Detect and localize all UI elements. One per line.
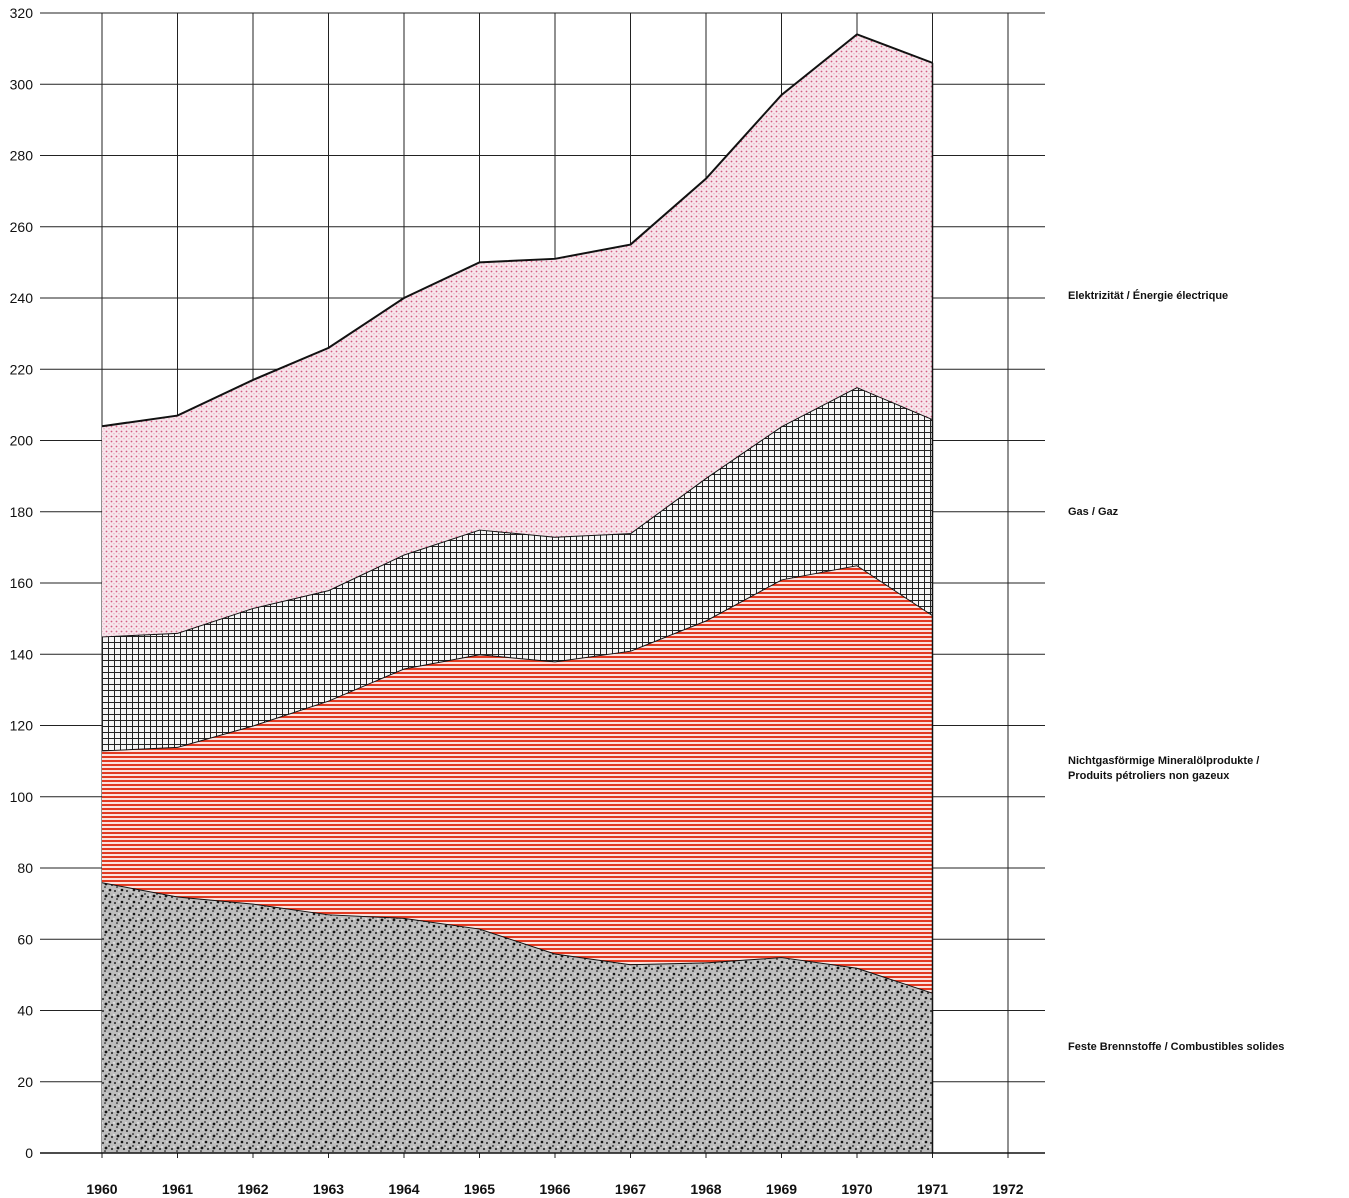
area-series-3 (102, 34, 933, 637)
x-tick-label: 1967 (615, 1181, 646, 1197)
legend-label-line: Gas / Gaz (1068, 506, 1119, 518)
x-tick-label: 1964 (388, 1181, 419, 1197)
y-tick-label: 220 (10, 361, 34, 377)
x-tick-label: 1971 (917, 1181, 948, 1197)
area-series-2 (102, 387, 933, 751)
y-tick-label: 160 (10, 575, 34, 591)
legend-label-solid-fuels: Feste Brennstoffe / Combustibles solides (1068, 1040, 1284, 1055)
y-tick-label: 40 (17, 1003, 33, 1019)
y-tick-label: 0 (25, 1145, 33, 1161)
y-tick-label: 100 (10, 789, 34, 805)
axes: 0 20 40 60 80 100 120 140 160 180 200 220 240 260 280 3… (10, 5, 1045, 1197)
legend-label-line: Produits pétroliers non gazeux (1068, 770, 1230, 782)
x-tick-label: 1968 (690, 1181, 721, 1197)
y-tick-label: 140 (10, 646, 34, 662)
y-tick-label: 120 (10, 718, 34, 734)
x-tick-label: 1969 (766, 1181, 797, 1197)
legend-label-line: Feste Brennstoffe / Combustibles solides (1068, 1041, 1285, 1053)
area-series-0 (102, 882, 933, 1153)
y-tick-label: 240 (10, 290, 34, 306)
legend-label-gas: Gas / Gaz (1068, 505, 1118, 520)
series-boundary-line-2 (101, 385, 933, 638)
y-tick-label: 320 (10, 5, 34, 21)
series-boundary-line-3 (101, 33, 933, 428)
x-tick-label: 1966 (539, 1181, 570, 1197)
y-tick-label: 300 (10, 76, 34, 92)
y-tick-label: 180 (10, 504, 34, 520)
y-tick-label: 260 (10, 219, 34, 235)
area-layers (101, 33, 934, 1153)
y-tick-label: 200 (10, 433, 34, 449)
x-tick-label: 1962 (237, 1181, 268, 1197)
legend-label-electricity: Elektrizität / Énergie électrique (1068, 289, 1228, 304)
legend-label-petroleum-products: Nichtgasförmige Mineralölprodukte / Produ… (1068, 754, 1259, 784)
x-tick-label: 1960 (86, 1181, 117, 1197)
x-tick-label: 1963 (313, 1181, 344, 1197)
y-tick-label: 280 (10, 148, 34, 164)
y-tick-label: 60 (17, 931, 33, 947)
legend-label-line: Elektrizität / Énergie électrique (1068, 290, 1229, 302)
y-tick-label: 80 (17, 860, 33, 876)
x-tick-label: 1965 (464, 1181, 495, 1197)
x-tick-label: 1961 (162, 1181, 193, 1197)
x-tick-label: 1972 (992, 1181, 1023, 1197)
legend-label-line: Nichtgasförmige Mineralölprodukte / (1068, 755, 1260, 767)
area-series-1 (102, 565, 933, 993)
x-tick-label: 1970 (841, 1181, 872, 1197)
y-tick-label: 20 (17, 1074, 33, 1090)
